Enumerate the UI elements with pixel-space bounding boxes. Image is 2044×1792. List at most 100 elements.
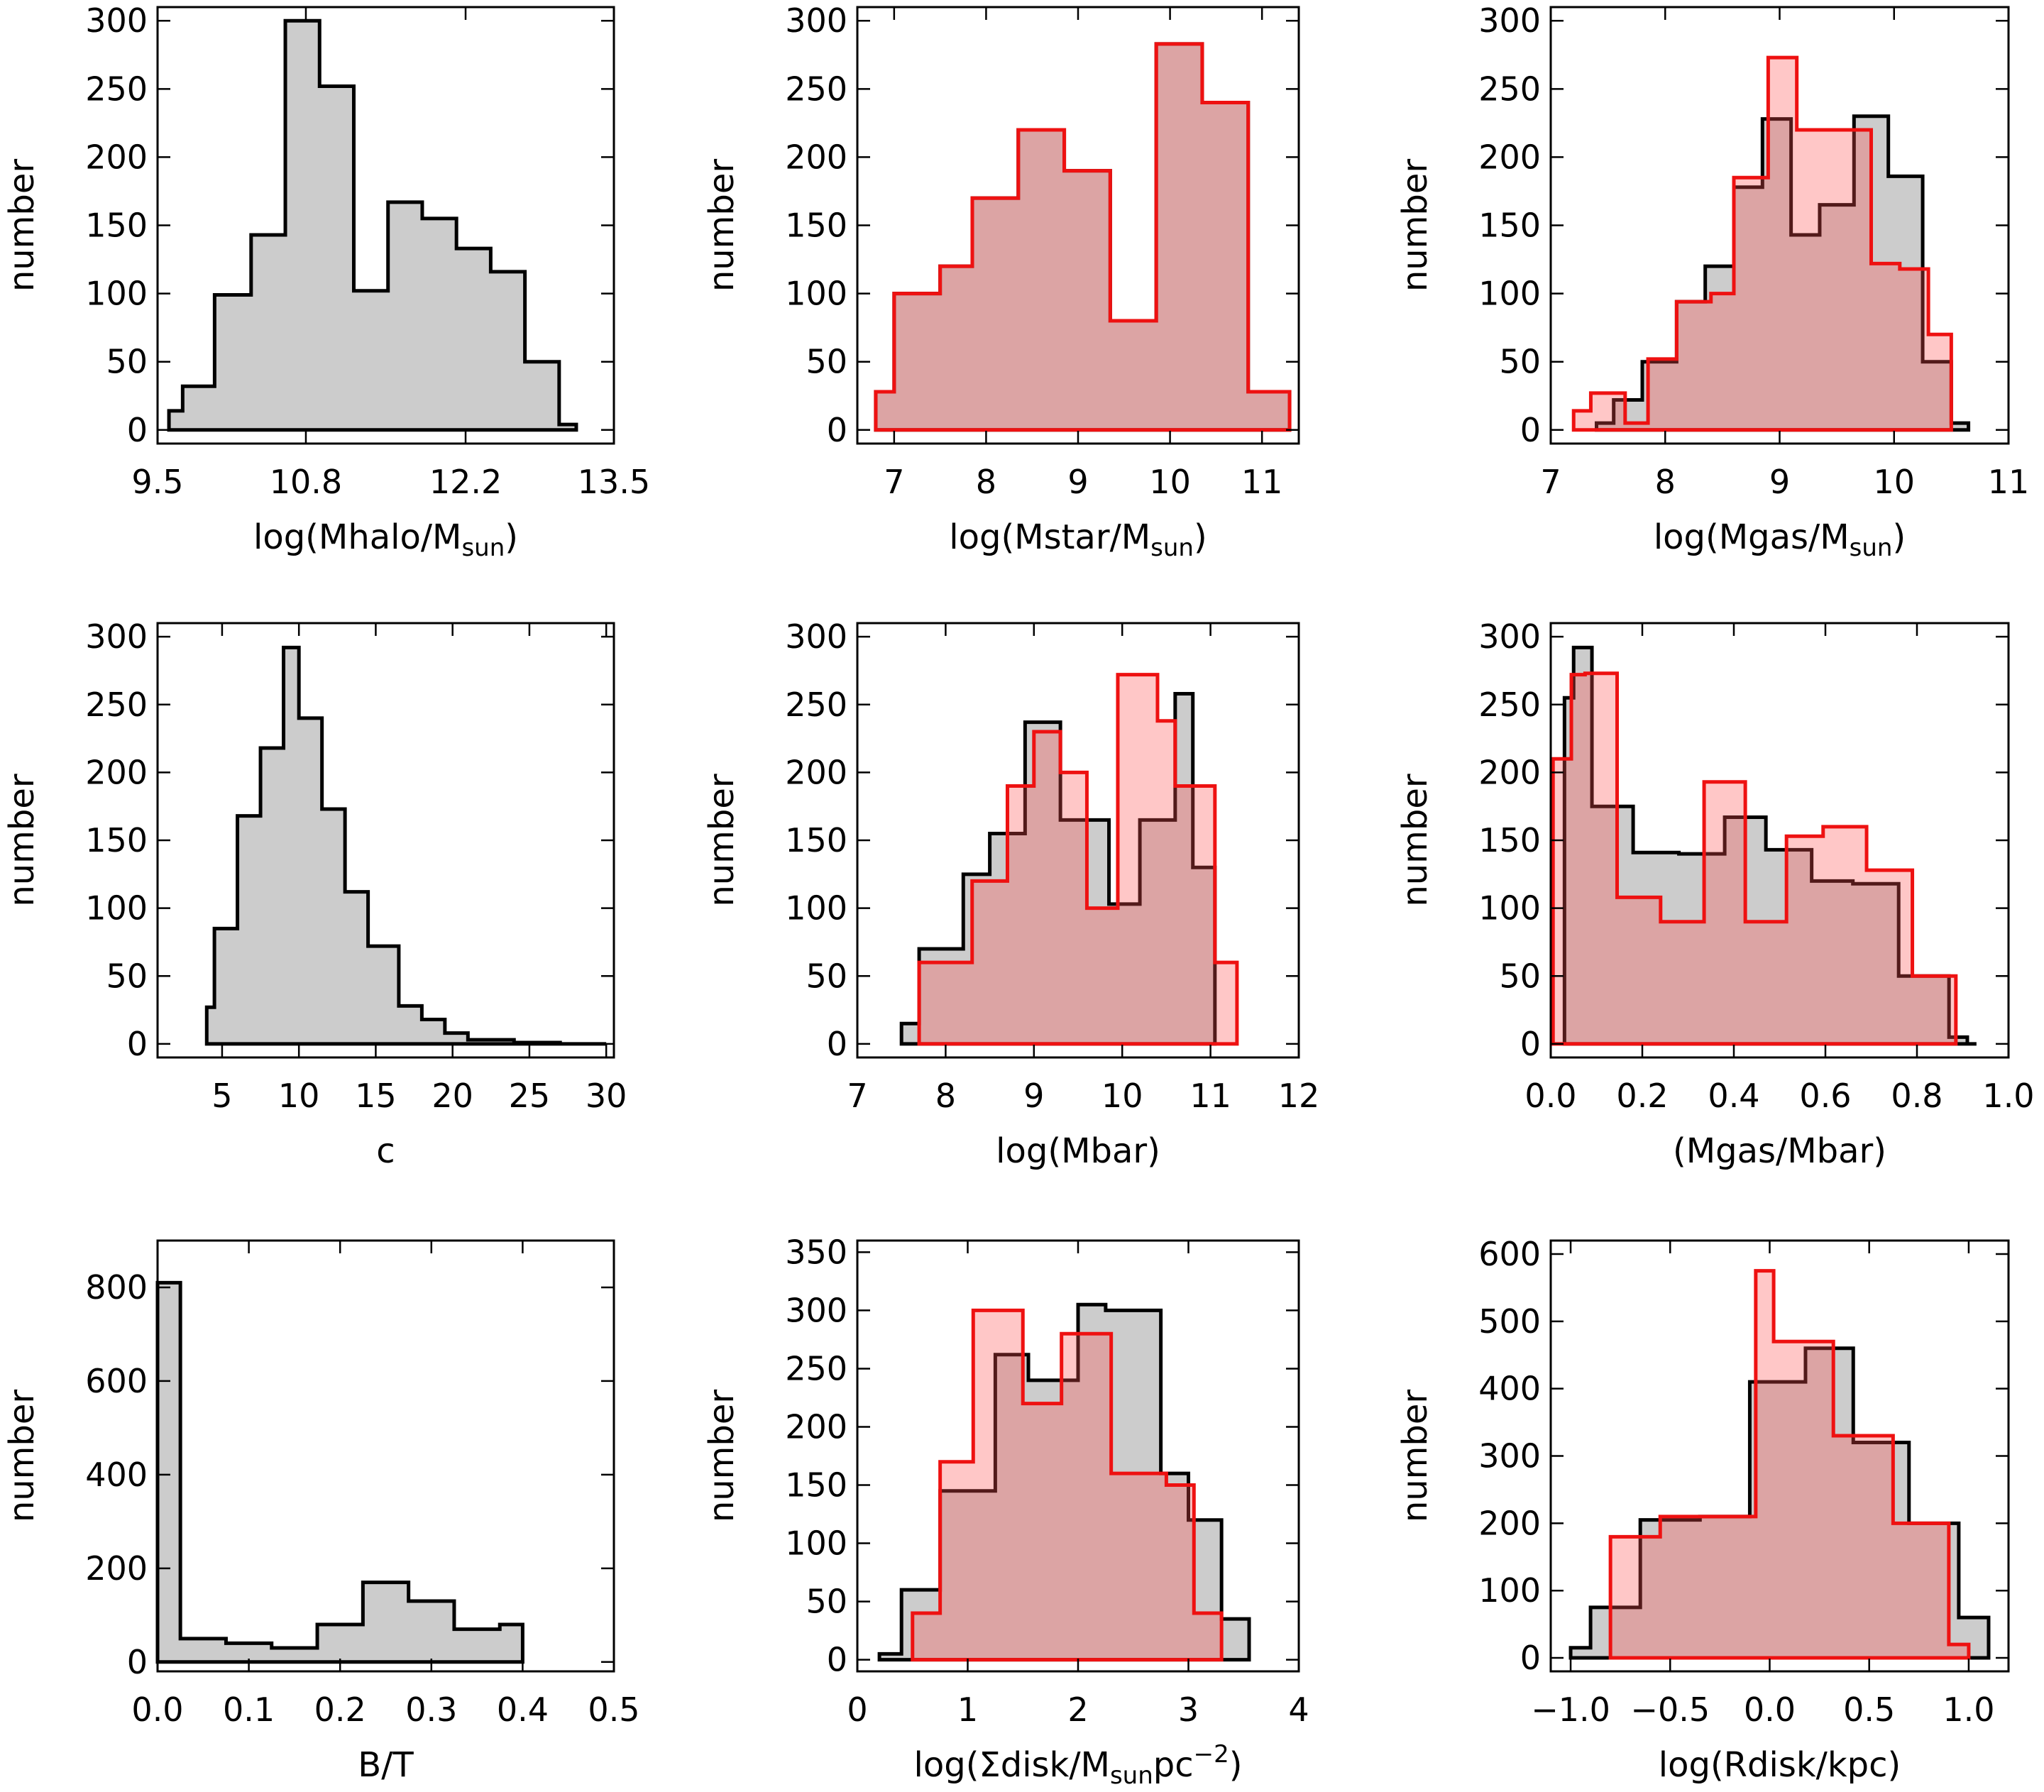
x-axis-title: c	[376, 1131, 395, 1171]
x-tick-label: 10	[1873, 463, 1915, 501]
y-tick-label: 0	[127, 411, 148, 449]
x-tick-label: 8	[935, 1077, 956, 1115]
histogram-black-series	[1595, 114, 1971, 432]
panel-6: 0.0 0.2 0.4 0.6 0.8 1.0 0 50 100 150 200 250 300 numb…	[1395, 617, 2035, 1171]
histogram-red-series	[1571, 55, 1953, 432]
x-axis-title: log(Mbar)	[996, 1131, 1160, 1171]
x-tick-label: 30	[586, 1077, 627, 1115]
histogram-black-series	[899, 691, 1217, 1046]
histogram-red-series	[911, 1308, 1224, 1662]
y-tick-label: 600	[1478, 1235, 1541, 1273]
y-axis-title: number	[2, 774, 42, 907]
x-axis-title: log(Σdisk/Msunpc−2)	[914, 1740, 1243, 1790]
x-tick-label: 10	[1149, 463, 1191, 501]
y-axis-title: number	[1395, 159, 1435, 292]
x-tick-label: 0.0	[1524, 1077, 1576, 1115]
x-axis-title: log(Mstar/Msun)	[949, 517, 1207, 562]
x-tick-label: 9	[1067, 463, 1088, 501]
x-tick-label: 0.1	[223, 1691, 275, 1729]
y-tick-label: 250	[785, 1349, 847, 1387]
y-tick-label: 50	[106, 343, 148, 381]
x-tick-label: 1.0	[1943, 1691, 1994, 1729]
y-tick-label: 50	[106, 957, 148, 995]
y-tick-label: 500	[1478, 1302, 1541, 1341]
x-tick-label: 2	[1067, 1691, 1088, 1729]
y-tick-label: 0	[1520, 1025, 1541, 1063]
y-tick-label: 0	[127, 1643, 148, 1681]
x-tick-label: 1	[957, 1691, 978, 1729]
y-tick-label: 0	[827, 411, 847, 449]
histogram-black-series	[1568, 1346, 1991, 1660]
x-tick-label: 9	[1023, 1077, 1044, 1115]
y-tick-label: 100	[85, 889, 148, 928]
y-tick-label: 300	[785, 1, 847, 40]
panel-9: −1.0 −0.5 0.0 0.5 1.0 0 100 200 300 400 500 600 numb…	[1395, 1235, 2010, 1785]
y-tick-label: 300	[785, 617, 847, 656]
y-tick-label: 50	[806, 957, 847, 995]
x-tick-label: 10	[278, 1077, 320, 1115]
histogram-black-series	[877, 1302, 1251, 1662]
y-tick-label: 100	[785, 1524, 847, 1563]
y-tick-label: 50	[806, 343, 847, 381]
x-axis-title: B/T	[358, 1745, 414, 1785]
y-axis-title: number	[2, 159, 42, 292]
x-tick-label: 12	[1278, 1077, 1320, 1115]
x-tick-label: 7	[1540, 463, 1561, 501]
y-tick-label: 400	[1478, 1370, 1541, 1408]
panel-3: 7 8 9 10 11 0 50 100 150 200 250 300 number log(Mgas/…	[1395, 1, 2029, 562]
x-tick-label: 10.8	[270, 463, 342, 501]
histogram-red-series	[874, 42, 1292, 432]
y-tick-label: 300	[1478, 617, 1541, 656]
x-tick-label: 3	[1178, 1691, 1199, 1729]
y-tick-label: 0	[1520, 1639, 1541, 1677]
x-tick-label: 25	[509, 1077, 551, 1115]
x-tick-label: 20	[432, 1077, 473, 1115]
y-axis-title: number	[2, 1390, 42, 1523]
y-tick-label: 200	[85, 753, 148, 791]
x-tick-label: 7	[847, 1077, 867, 1115]
x-tick-label: 0.8	[1891, 1077, 1943, 1115]
x-tick-label: 1.0	[1982, 1077, 2034, 1115]
y-tick-label: 800	[85, 1268, 148, 1307]
y-tick-label: 50	[1499, 957, 1541, 995]
y-tick-label: 50	[806, 1583, 847, 1621]
y-tick-label: 300	[85, 1, 148, 40]
y-tick-label: 300	[785, 1291, 847, 1329]
x-tick-label: 0.5	[1843, 1691, 1895, 1729]
y-tick-label: 0	[827, 1025, 847, 1063]
x-tick-label: 0.4	[1708, 1077, 1759, 1115]
panel-1: 9.5 10.8 12.2 13.5 0 50 100 150 200 250 300 number l…	[2, 1, 650, 562]
y-tick-label: 200	[1478, 1504, 1541, 1542]
panel-7: 0.0 0.1 0.2 0.3 0.4 0.5 0 200 400 600 800 number B/T	[2, 1239, 640, 1785]
x-tick-label: 9.5	[131, 463, 183, 501]
x-tick-label: 8	[1655, 463, 1676, 501]
y-tick-label: 150	[1478, 207, 1541, 245]
histogram-black-series	[204, 645, 607, 1046]
y-tick-label: 350	[785, 1233, 847, 1271]
histogram-black-series	[155, 1280, 524, 1664]
y-tick-label: 250	[1478, 686, 1541, 724]
panel-2: 7 8 9 10 11 0 50 100 150 200 250 300 number log(Mstar…	[702, 1, 1300, 562]
x-tick-label: 0	[847, 1691, 867, 1729]
x-tick-label: 0.0	[131, 1691, 183, 1729]
y-axis-title: number	[702, 774, 742, 907]
x-tick-label: 11	[1988, 463, 2030, 501]
y-tick-label: 150	[1478, 821, 1541, 859]
y-tick-label: 200	[785, 1407, 847, 1446]
y-tick-label: 250	[785, 686, 847, 724]
y-tick-label: 250	[85, 70, 148, 108]
y-tick-label: 200	[1478, 753, 1541, 791]
x-axis-title: (Mgas/Mbar)	[1673, 1131, 1886, 1171]
y-tick-label: 150	[785, 207, 847, 245]
panel-5: 7 8 9 10 11 12 0 50 100 150 200 250 300 number log(Mba…	[702, 617, 1319, 1171]
x-axis-title: log(Rdisk/kpc)	[1659, 1745, 1901, 1785]
y-tick-label: 200	[85, 1549, 148, 1588]
y-tick-label: 150	[785, 821, 847, 859]
y-tick-label: 50	[1499, 343, 1541, 381]
y-tick-label: 150	[85, 821, 148, 859]
x-tick-label: 11	[1189, 1077, 1231, 1115]
y-tick-label: 100	[785, 889, 847, 928]
y-tick-label: 0	[127, 1025, 148, 1063]
y-tick-label: 300	[1478, 1437, 1541, 1475]
